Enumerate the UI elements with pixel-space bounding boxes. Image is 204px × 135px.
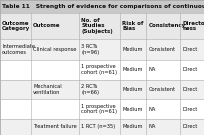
Text: Direct: Direct: [182, 87, 197, 92]
Bar: [0, 0, 204, 13]
Bar: [0, 13, 204, 39]
Text: Clinical response: Clinical response: [33, 47, 77, 52]
Text: Medium: Medium: [122, 124, 143, 129]
Text: Mechanical
ventilation: Mechanical ventilation: [33, 84, 62, 95]
Bar: [0, 60, 204, 80]
Text: Direct: Direct: [182, 67, 197, 72]
Text: Direct: Direct: [182, 124, 197, 129]
Text: Treatment failure: Treatment failure: [33, 124, 77, 129]
Text: NA: NA: [149, 124, 156, 129]
Text: No. of
Studies
(Subjects): No. of Studies (Subjects): [81, 18, 113, 34]
Text: Table 11   Strength of evidence for comparisons of continuous and intermittent i: Table 11 Strength of evidence for compar…: [2, 4, 204, 9]
Text: 1 prospective
cohort (n=61): 1 prospective cohort (n=61): [81, 104, 117, 114]
Bar: [0, 119, 204, 135]
Text: Direct: Direct: [182, 107, 197, 112]
Text: Direct: Direct: [182, 47, 197, 52]
Text: 1 prospective
cohort (n=61): 1 prospective cohort (n=61): [81, 65, 117, 75]
Text: Consistent: Consistent: [149, 47, 175, 52]
Text: 1 RCT (n=35): 1 RCT (n=35): [81, 124, 115, 129]
Text: Intermediate
outcomes: Intermediate outcomes: [2, 44, 35, 55]
Text: 2 RCTs
(n=66): 2 RCTs (n=66): [81, 84, 99, 95]
Text: Medium: Medium: [122, 67, 143, 72]
Text: Outcome
Category: Outcome Category: [2, 21, 30, 31]
Text: Directo-
ness: Directo- ness: [182, 21, 204, 31]
Text: Medium: Medium: [122, 87, 143, 92]
Text: NA: NA: [149, 107, 156, 112]
Text: Risk of
Bias: Risk of Bias: [122, 21, 143, 31]
Bar: [0, 99, 204, 119]
Text: NA: NA: [149, 67, 156, 72]
Text: Medium: Medium: [122, 107, 143, 112]
Text: Consistency: Consistency: [149, 23, 186, 28]
Text: Consistent: Consistent: [149, 87, 175, 92]
Bar: [0, 80, 204, 99]
Text: 3 RCTs
(n=96): 3 RCTs (n=96): [81, 44, 99, 55]
Text: Outcome: Outcome: [33, 23, 61, 28]
Text: Medium: Medium: [122, 47, 143, 52]
Bar: [0, 39, 204, 60]
